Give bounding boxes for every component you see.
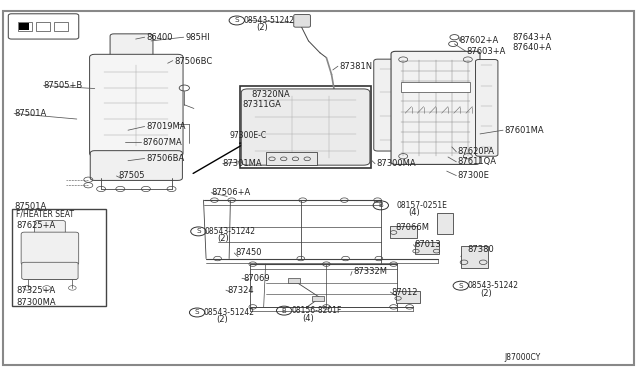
Text: S: S xyxy=(458,283,463,289)
Text: (2): (2) xyxy=(218,234,229,243)
FancyBboxPatch shape xyxy=(476,60,498,156)
Text: 87069: 87069 xyxy=(243,274,270,283)
Text: 87300MA: 87300MA xyxy=(16,298,56,307)
FancyBboxPatch shape xyxy=(374,59,402,151)
Text: 87603+A: 87603+A xyxy=(466,47,506,56)
Text: 87320NA: 87320NA xyxy=(251,90,290,99)
Text: 87325+A: 87325+A xyxy=(16,286,55,295)
Bar xyxy=(396,291,420,303)
Bar xyxy=(437,213,453,234)
Bar xyxy=(18,22,32,31)
Text: 87381N: 87381N xyxy=(339,62,372,71)
Text: 87300MA: 87300MA xyxy=(376,159,416,168)
Text: F/HEATER SEAT: F/HEATER SEAT xyxy=(16,209,74,218)
Text: 08543-51242: 08543-51242 xyxy=(204,308,255,317)
Bar xyxy=(415,242,439,254)
Text: 87620PA: 87620PA xyxy=(458,147,495,156)
Text: S: S xyxy=(196,228,201,234)
Text: J87000CY: J87000CY xyxy=(504,353,541,362)
Text: 87505: 87505 xyxy=(118,171,145,180)
Bar xyxy=(390,226,417,238)
Text: 87380: 87380 xyxy=(467,245,494,254)
Text: 87625+A: 87625+A xyxy=(16,221,55,230)
Text: 87012: 87012 xyxy=(392,288,418,296)
Text: 08157-0251E: 08157-0251E xyxy=(397,201,447,210)
Bar xyxy=(19,23,29,30)
FancyBboxPatch shape xyxy=(22,262,78,279)
FancyBboxPatch shape xyxy=(241,89,370,165)
FancyBboxPatch shape xyxy=(294,15,310,27)
FancyBboxPatch shape xyxy=(35,221,65,235)
Text: 08543-51242: 08543-51242 xyxy=(205,227,256,236)
FancyBboxPatch shape xyxy=(110,34,153,60)
Text: 87332M: 87332M xyxy=(353,267,387,276)
Text: 87019MA: 87019MA xyxy=(146,122,186,131)
Text: 97300E-C: 97300E-C xyxy=(229,131,266,140)
Bar xyxy=(240,86,371,168)
Text: 87301MA: 87301MA xyxy=(223,159,262,168)
Text: 87013: 87013 xyxy=(415,240,442,249)
Text: 08156-8201F: 08156-8201F xyxy=(291,306,342,315)
Text: (2): (2) xyxy=(480,289,492,298)
FancyBboxPatch shape xyxy=(90,151,182,180)
Bar xyxy=(401,83,470,92)
Bar xyxy=(266,152,317,165)
FancyBboxPatch shape xyxy=(90,54,183,156)
Bar xyxy=(54,22,68,31)
Text: B: B xyxy=(282,308,287,314)
Text: 87300E: 87300E xyxy=(458,171,490,180)
Text: 87505+B: 87505+B xyxy=(44,81,83,90)
Text: (2): (2) xyxy=(216,315,228,324)
Bar xyxy=(36,22,50,31)
Text: 87643+A: 87643+A xyxy=(512,33,552,42)
Text: 87640+A: 87640+A xyxy=(512,43,551,52)
Text: 87506BC: 87506BC xyxy=(174,57,212,66)
Text: 87501A: 87501A xyxy=(14,202,46,211)
Text: 87607MA: 87607MA xyxy=(142,138,182,147)
Bar xyxy=(461,246,488,268)
Text: 87066M: 87066M xyxy=(396,223,429,232)
FancyBboxPatch shape xyxy=(21,232,79,265)
Bar xyxy=(312,296,324,301)
Text: 86400: 86400 xyxy=(146,33,172,42)
Text: 87506+A: 87506+A xyxy=(211,188,250,197)
Text: (4): (4) xyxy=(408,208,420,217)
Text: 08543-51242: 08543-51242 xyxy=(467,281,518,290)
Bar xyxy=(288,278,300,283)
Text: S: S xyxy=(195,310,200,315)
Text: B: B xyxy=(378,202,383,208)
Text: 87311GA: 87311GA xyxy=(242,100,281,109)
Text: S: S xyxy=(234,17,239,23)
FancyBboxPatch shape xyxy=(8,14,79,39)
Bar xyxy=(12,209,106,306)
Text: 87611QA: 87611QA xyxy=(458,157,497,166)
Text: (4): (4) xyxy=(302,314,314,323)
Text: 87501A: 87501A xyxy=(14,109,46,118)
Text: 87324: 87324 xyxy=(227,286,254,295)
Text: (2): (2) xyxy=(256,23,268,32)
Text: 08543-51242: 08543-51242 xyxy=(243,16,294,25)
FancyBboxPatch shape xyxy=(391,51,480,164)
Text: 985HI: 985HI xyxy=(186,33,211,42)
Text: 87506BA: 87506BA xyxy=(146,154,184,163)
Text: 87602+A: 87602+A xyxy=(460,36,499,45)
Text: 87450: 87450 xyxy=(236,248,262,257)
Text: 87601MA: 87601MA xyxy=(504,126,544,135)
